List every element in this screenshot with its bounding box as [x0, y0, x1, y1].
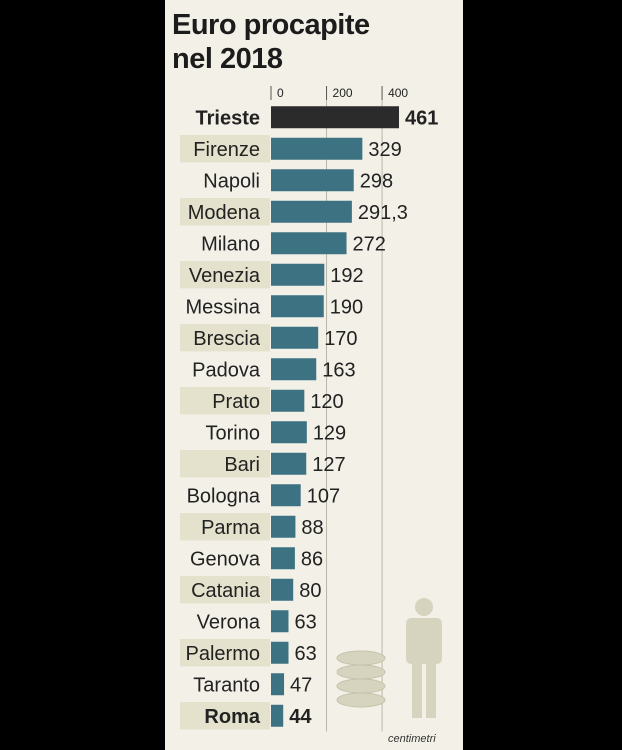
category-stripe — [180, 576, 270, 604]
bar-verona — [271, 610, 289, 633]
bar-napoli — [271, 169, 354, 192]
value-label: 88 — [301, 517, 323, 539]
axis-tick-label: 200 — [333, 86, 353, 100]
category-label: Genova — [190, 548, 261, 570]
category-label: Milano — [201, 233, 260, 255]
category-stripe — [180, 702, 270, 730]
credit-logo: centimetri — [388, 733, 436, 745]
category-stripe — [180, 639, 270, 667]
person-torso-icon — [406, 618, 442, 664]
bar-catania — [271, 578, 294, 601]
value-label: 120 — [310, 391, 343, 413]
category-label: Palermo — [186, 643, 260, 665]
bar-prato — [271, 389, 305, 412]
category-stripe — [180, 513, 270, 541]
bar-modena — [271, 200, 352, 223]
value-label: 86 — [301, 548, 323, 570]
coin-icon — [336, 692, 386, 708]
person-leg-icon — [412, 660, 422, 718]
category-stripe — [180, 387, 270, 415]
value-label: 461 — [405, 107, 438, 129]
category-label: Firenze — [193, 139, 260, 161]
category-stripe — [180, 261, 270, 289]
value-label: 329 — [368, 139, 401, 161]
value-label: 129 — [313, 422, 346, 444]
bar-venezia — [271, 263, 325, 286]
chart-title: Euro procapite nel 2018 — [172, 8, 370, 76]
value-label: 80 — [299, 580, 321, 602]
category-label: Brescia — [193, 328, 261, 350]
value-label: 291,3 — [358, 202, 408, 224]
category-label: Torino — [206, 422, 260, 444]
bar-parma — [271, 515, 296, 538]
bar-taranto — [271, 673, 285, 696]
category-label: Napoli — [203, 170, 260, 192]
category-label: Modena — [188, 202, 261, 224]
title-line-1: Euro procapite — [172, 9, 370, 41]
value-label: 63 — [294, 611, 316, 633]
category-label: Bologna — [187, 485, 261, 507]
category-stripe — [180, 135, 270, 163]
bar-bologna — [271, 484, 301, 507]
category-label: Padova — [192, 359, 261, 381]
bar-trieste — [271, 106, 399, 129]
axis-tick-label: 0 — [277, 86, 284, 100]
category-stripe — [180, 198, 270, 226]
bar-torino — [271, 421, 307, 444]
title-line-2: nel 2018 — [172, 43, 283, 75]
bar-firenze — [271, 137, 363, 160]
category-stripe — [180, 450, 270, 478]
category-label: Messina — [186, 296, 261, 318]
category-label: Catania — [191, 580, 261, 602]
category-stripe — [180, 324, 270, 352]
bar-roma — [271, 704, 284, 727]
value-label: 272 — [353, 233, 386, 255]
value-label: 63 — [294, 643, 316, 665]
category-label: Bari — [224, 454, 260, 476]
value-label: 47 — [290, 674, 312, 696]
category-label: Roma — [204, 706, 260, 728]
category-label: Prato — [212, 391, 260, 413]
person-icon — [406, 598, 442, 718]
category-label: Venezia — [189, 265, 261, 287]
bar-genova — [271, 547, 295, 570]
value-label: 44 — [289, 706, 312, 728]
value-label: 127 — [312, 454, 345, 476]
value-label: 192 — [330, 265, 363, 287]
category-label: Trieste — [196, 107, 260, 129]
value-label: 190 — [330, 296, 363, 318]
value-label: 298 — [360, 170, 393, 192]
coin-stack-icon — [336, 650, 386, 708]
axis-tick-label: 400 — [388, 86, 408, 100]
bar-bari — [271, 452, 307, 475]
bar-padova — [271, 358, 317, 381]
bar-milano — [271, 232, 347, 255]
coin-icon — [336, 678, 386, 694]
value-label: 163 — [322, 359, 355, 381]
coin-icon — [336, 650, 386, 666]
bar-brescia — [271, 326, 319, 349]
coin-icon — [336, 664, 386, 680]
person-leg-icon — [426, 660, 436, 718]
person-head-icon — [415, 598, 433, 616]
category-label: Parma — [201, 517, 261, 539]
value-label: 170 — [324, 328, 357, 350]
value-label: 107 — [307, 485, 340, 507]
category-label: Verona — [197, 611, 261, 633]
category-label: Taranto — [193, 674, 260, 696]
bar-palermo — [271, 641, 289, 664]
bar-messina — [271, 295, 324, 318]
